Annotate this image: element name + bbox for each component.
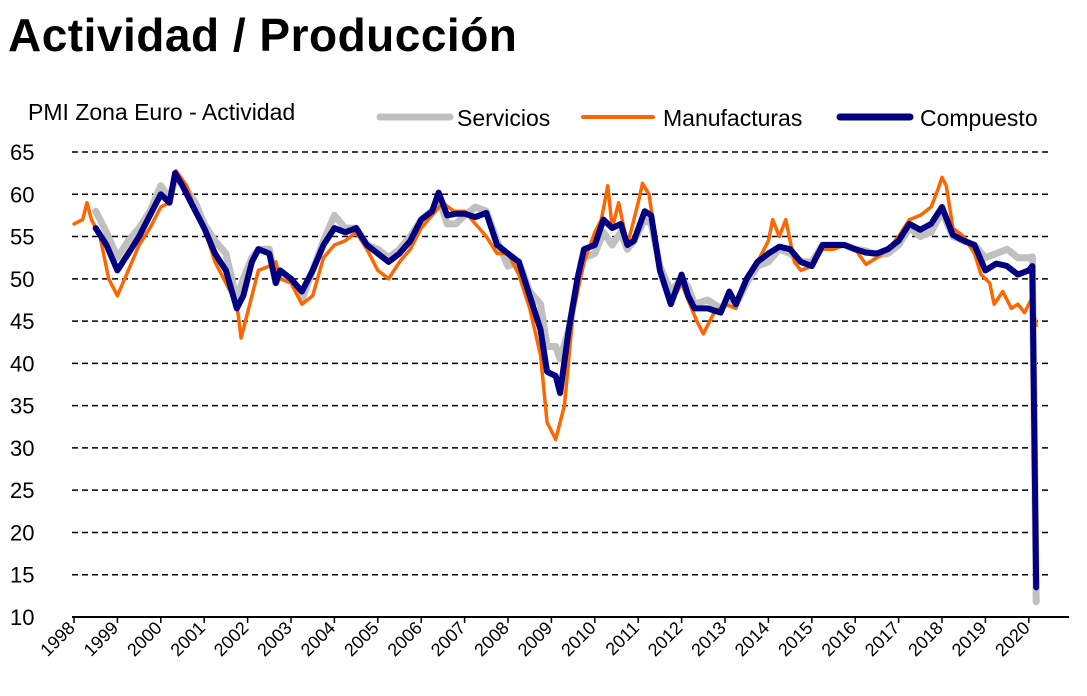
series-line-manufacturas: [72, 168, 1038, 442]
y-tick-label: 65: [10, 140, 34, 165]
y-tick-label: 45: [10, 309, 34, 334]
x-tick-label: 2017: [861, 618, 903, 660]
page-title: Actividad / Producción: [8, 9, 518, 61]
chart-subtitle: PMI Zona Euro - Actividad: [28, 99, 295, 125]
x-tick-label: 2010: [557, 618, 599, 660]
x-tick-label: 2016: [818, 618, 860, 660]
y-tick-label: 25: [10, 478, 34, 503]
x-tick-label: 2006: [384, 618, 426, 660]
legend-label-compuesto: Compuesto: [920, 105, 1038, 131]
x-tick-label: 2011: [602, 618, 644, 660]
y-tick-label: 55: [10, 225, 34, 250]
y-tick-label: 40: [10, 351, 34, 376]
y-tick-label: 30: [10, 436, 34, 461]
y-tick-label: 35: [10, 394, 34, 419]
y-axis: 10 15 20 25 30 35 40 45 50 55 60 65: [10, 140, 34, 630]
legend: Servicios Manufacturas Compuesto: [376, 105, 1038, 131]
x-tick-label: 2009: [514, 618, 556, 660]
series-line-compuesto: [92, 170, 1040, 591]
x-tick-label: 2008: [470, 618, 512, 660]
gridlines: [72, 151, 1050, 576]
x-tick-label: 2012: [644, 618, 686, 660]
series-lines: [72, 168, 1040, 606]
x-tick-label: 1998: [36, 618, 78, 660]
x-tick-label: 2013: [687, 618, 729, 660]
x-tick-label: 2001: [167, 618, 209, 660]
x-tick-label: 2002: [210, 618, 252, 660]
legend-label-servicios: Servicios: [457, 105, 550, 131]
x-tick-label: 2015: [774, 618, 816, 660]
y-tick-label: 50: [10, 267, 34, 292]
legend-label-manufacturas: Manufacturas: [663, 105, 802, 131]
y-tick-label: 15: [10, 563, 34, 588]
x-tick-label: 1999: [80, 618, 122, 660]
y-tick-label: 10: [10, 605, 34, 630]
x-tick-label: 2004: [297, 618, 339, 660]
x-tick-label: 2018: [904, 618, 946, 660]
x-axis: 1998 1999 2000 2001 2002 2003 2004 2005 2006 2007…: [36, 616, 1069, 660]
x-tick-label: 2014: [731, 618, 773, 660]
y-tick-label: 20: [10, 520, 34, 545]
x-tick-label: 2000: [123, 618, 165, 660]
x-tick-label: 2007: [427, 618, 469, 660]
x-tick-label: 2019: [948, 618, 990, 660]
x-tick-label: 2003: [253, 618, 295, 660]
y-tick-label: 60: [10, 182, 34, 207]
x-tick-label: 2020: [991, 618, 1033, 660]
x-tick-label: 2005: [340, 618, 382, 660]
